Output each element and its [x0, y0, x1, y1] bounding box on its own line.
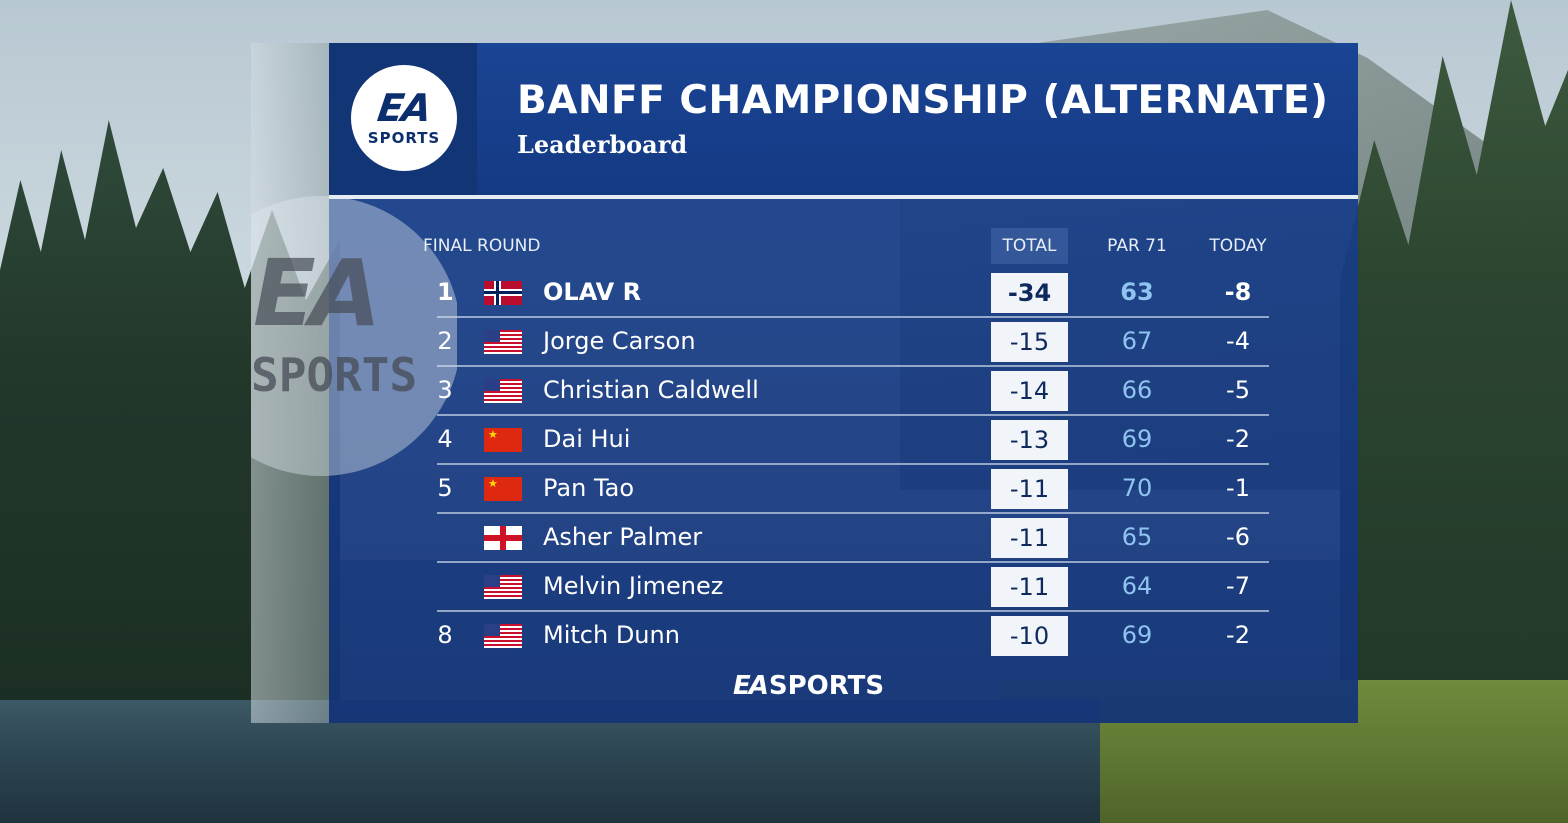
today-score: -2	[1226, 425, 1250, 453]
usa-flag-icon	[484, 330, 522, 354]
norway-flag-icon	[484, 281, 522, 305]
usa-flag-icon	[484, 624, 522, 648]
leaderboard-row: 5 Pan Tao -11 70 -1	[437, 465, 1269, 514]
round-score: 66	[1121, 376, 1153, 404]
player-name: Melvin Jimenez	[543, 572, 724, 600]
position: 8	[437, 621, 453, 649]
leaderboard-subtitle: Leaderboard	[517, 130, 688, 159]
today-score: -7	[1226, 572, 1250, 600]
today-score: -5	[1226, 376, 1250, 404]
total-score: -15	[991, 322, 1068, 362]
today-score: -4	[1226, 327, 1250, 355]
leaderboard-row: 8 Mitch Dunn -10 69 -2	[437, 612, 1269, 661]
total-score: -10	[991, 616, 1068, 656]
position	[437, 563, 453, 610]
usa-flag-icon	[484, 575, 522, 599]
player-name: OLAV R	[543, 278, 642, 306]
china-flag-icon	[484, 477, 522, 501]
total-score: -34	[991, 273, 1068, 313]
position: 2	[437, 327, 453, 355]
footer-ea-text: EA	[733, 671, 769, 701]
round-score: 69	[1121, 621, 1153, 649]
today-column-header: TODAY	[1209, 236, 1267, 256]
today-score: -8	[1224, 278, 1252, 306]
leaderboard-header	[329, 43, 1358, 195]
tournament-title: BANFF CHAMPIONSHIP (ALTERNATE)	[517, 78, 1329, 123]
total-score: -11	[991, 567, 1068, 607]
round-score: 69	[1121, 425, 1153, 453]
leaderboard-row: 3 Christian Caldwell -14 66 -5	[437, 367, 1269, 416]
player-name: Jorge Carson	[543, 327, 696, 355]
round-score: 63	[1120, 278, 1154, 306]
total-score: -13	[991, 420, 1068, 460]
position: 4	[437, 425, 453, 453]
round-score: 65	[1121, 523, 1153, 551]
position: 5	[437, 474, 453, 502]
round-score: 64	[1121, 572, 1153, 600]
today-score: -6	[1226, 523, 1250, 551]
england-flag-icon	[484, 526, 522, 550]
logo-sports-text: SPORTS	[367, 129, 441, 147]
today-score: -2	[1226, 621, 1250, 649]
player-name: Christian Caldwell	[543, 376, 759, 404]
total-column-header: TOTAL	[991, 228, 1068, 264]
leaderboard-row: 2 Jorge Carson -15 67 -4	[437, 318, 1269, 367]
logo-ea-text: EA	[375, 86, 433, 130]
player-name: Asher Palmer	[543, 523, 703, 551]
total-score: -14	[991, 371, 1068, 411]
position: 3	[437, 376, 453, 404]
leaderboard-row: 1 OLAV R -34 63 -8	[437, 269, 1269, 318]
player-name: Dai Hui	[543, 425, 631, 453]
header-divider	[329, 195, 1358, 199]
round-score: 67	[1121, 327, 1153, 355]
round-label: FINAL ROUND	[423, 236, 541, 256]
leaderboard-row: Asher Palmer -11 65 -6	[437, 514, 1269, 563]
usa-flag-icon	[484, 379, 522, 403]
ea-sports-logo: EA SPORTS	[351, 65, 457, 171]
footer-sports-text: SPORTS	[768, 671, 885, 701]
today-score: -1	[1226, 474, 1250, 502]
total-score: -11	[991, 469, 1068, 509]
panel-side-strip	[251, 43, 329, 723]
leaderboard-row: Melvin Jimenez -11 64 -7	[437, 563, 1269, 612]
par-column-header: PAR 71	[1107, 236, 1167, 256]
footer-ea-sports-logo: EASPORTS	[733, 671, 893, 701]
leaderboard-row: 4 Dai Hui -13 69 -2	[437, 416, 1269, 465]
position	[437, 514, 453, 561]
china-flag-icon	[484, 428, 522, 452]
player-name: Mitch Dunn	[543, 621, 680, 649]
total-score: -11	[991, 518, 1068, 558]
round-score: 70	[1121, 474, 1153, 502]
position: 1	[437, 278, 454, 306]
player-name: Pan Tao	[543, 474, 635, 502]
